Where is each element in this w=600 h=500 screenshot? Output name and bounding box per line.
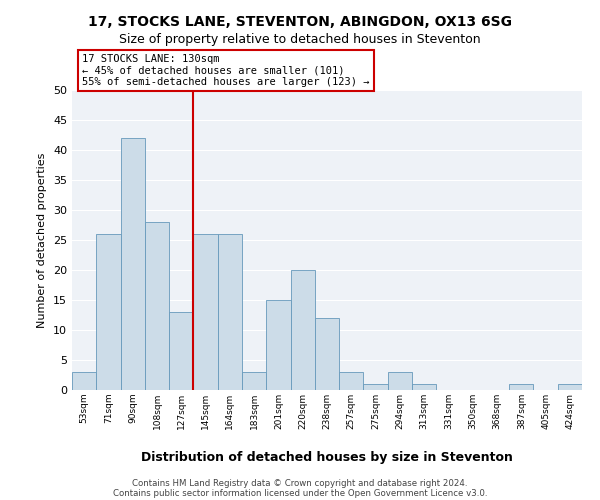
Text: 17 STOCKS LANE: 130sqm
← 45% of detached houses are smaller (101)
55% of semi-de: 17 STOCKS LANE: 130sqm ← 45% of detached… xyxy=(82,54,370,87)
Bar xyxy=(145,222,169,390)
Bar xyxy=(242,372,266,390)
Bar xyxy=(388,372,412,390)
Bar xyxy=(339,372,364,390)
Text: Contains HM Land Registry data © Crown copyright and database right 2024.: Contains HM Land Registry data © Crown c… xyxy=(132,480,468,488)
Bar xyxy=(96,234,121,390)
Text: 17, STOCKS LANE, STEVENTON, ABINGDON, OX13 6SG: 17, STOCKS LANE, STEVENTON, ABINGDON, OX… xyxy=(88,15,512,29)
Bar xyxy=(193,234,218,390)
Bar xyxy=(315,318,339,390)
Bar xyxy=(72,372,96,390)
Bar xyxy=(558,384,582,390)
Bar xyxy=(218,234,242,390)
Text: Contains public sector information licensed under the Open Government Licence v3: Contains public sector information licen… xyxy=(113,490,487,498)
Text: Size of property relative to detached houses in Steventon: Size of property relative to detached ho… xyxy=(119,32,481,46)
Bar xyxy=(509,384,533,390)
Bar xyxy=(364,384,388,390)
Bar xyxy=(290,270,315,390)
Bar xyxy=(169,312,193,390)
Y-axis label: Number of detached properties: Number of detached properties xyxy=(37,152,47,328)
Bar xyxy=(121,138,145,390)
Text: Distribution of detached houses by size in Steventon: Distribution of detached houses by size … xyxy=(141,451,513,464)
Bar xyxy=(412,384,436,390)
Bar xyxy=(266,300,290,390)
